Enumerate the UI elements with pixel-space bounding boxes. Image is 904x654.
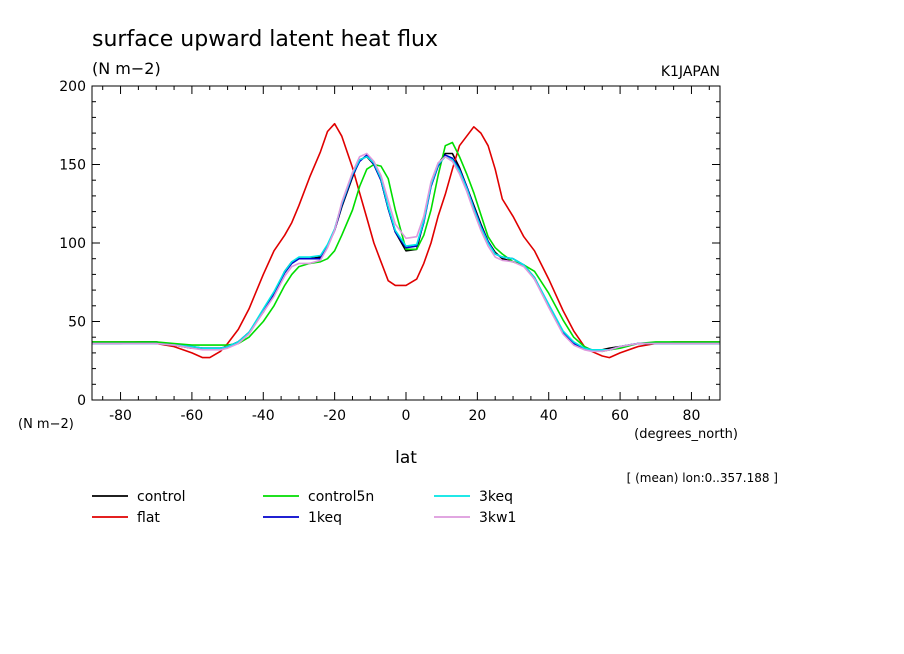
legend-label-control: control — [137, 489, 186, 505]
series-line-flat — [92, 122, 720, 359]
series-line-3keq — [92, 155, 720, 351]
legend: control flat control5n 1keq 3keq 3kw1 — [92, 489, 516, 526]
legend-label-1keq: 1keq — [308, 510, 342, 526]
legend-label-control5n: control5n — [308, 489, 374, 505]
series-line-3kw1 — [92, 152, 720, 353]
x-axis-label: lat — [395, 448, 417, 468]
x-tick-label: -20 — [323, 408, 346, 424]
chart-annotation: [ (mean) lon:0..357.188 ] — [627, 471, 778, 485]
plot-frame — [91, 85, 721, 401]
tick-labels: -80 -60 -40 -20 0 20 40 60 80 0 50 100 150 200 — [59, 79, 700, 424]
y-tick-label: 150 — [59, 158, 86, 174]
series-lines — [92, 122, 720, 359]
y-tick-label: 50 — [68, 315, 86, 331]
legend-label-3kw1: 3kw1 — [479, 510, 516, 526]
x-tick-label: -60 — [180, 408, 203, 424]
x-tick-label: 0 — [402, 408, 411, 424]
x-axis-unit-label: (degrees_north) — [634, 427, 738, 442]
y-axis-unit-label: (N m−2) — [18, 417, 74, 432]
chart-title: surface upward latent heat flux — [92, 27, 438, 52]
x-tick-label: 80 — [683, 408, 701, 424]
x-tick-label: -40 — [252, 408, 275, 424]
series-line-control — [92, 152, 720, 351]
x-tick-label: 40 — [540, 408, 558, 424]
series-line-1keq — [92, 154, 720, 351]
x-tick-label: 60 — [611, 408, 629, 424]
y-tick-label: 100 — [59, 236, 86, 252]
y-tick-label: 0 — [77, 393, 86, 409]
axis-ticks — [92, 85, 720, 401]
x-tick-label: 20 — [468, 408, 486, 424]
legend-label-3keq: 3keq — [479, 489, 513, 505]
chart-subtitle: (N m−2) — [92, 59, 161, 78]
y-tick-label: 200 — [59, 79, 86, 95]
legend-label-flat: flat — [137, 510, 160, 526]
corner-label: K1JAPAN — [661, 64, 720, 80]
x-tick-label: -80 — [109, 408, 132, 424]
